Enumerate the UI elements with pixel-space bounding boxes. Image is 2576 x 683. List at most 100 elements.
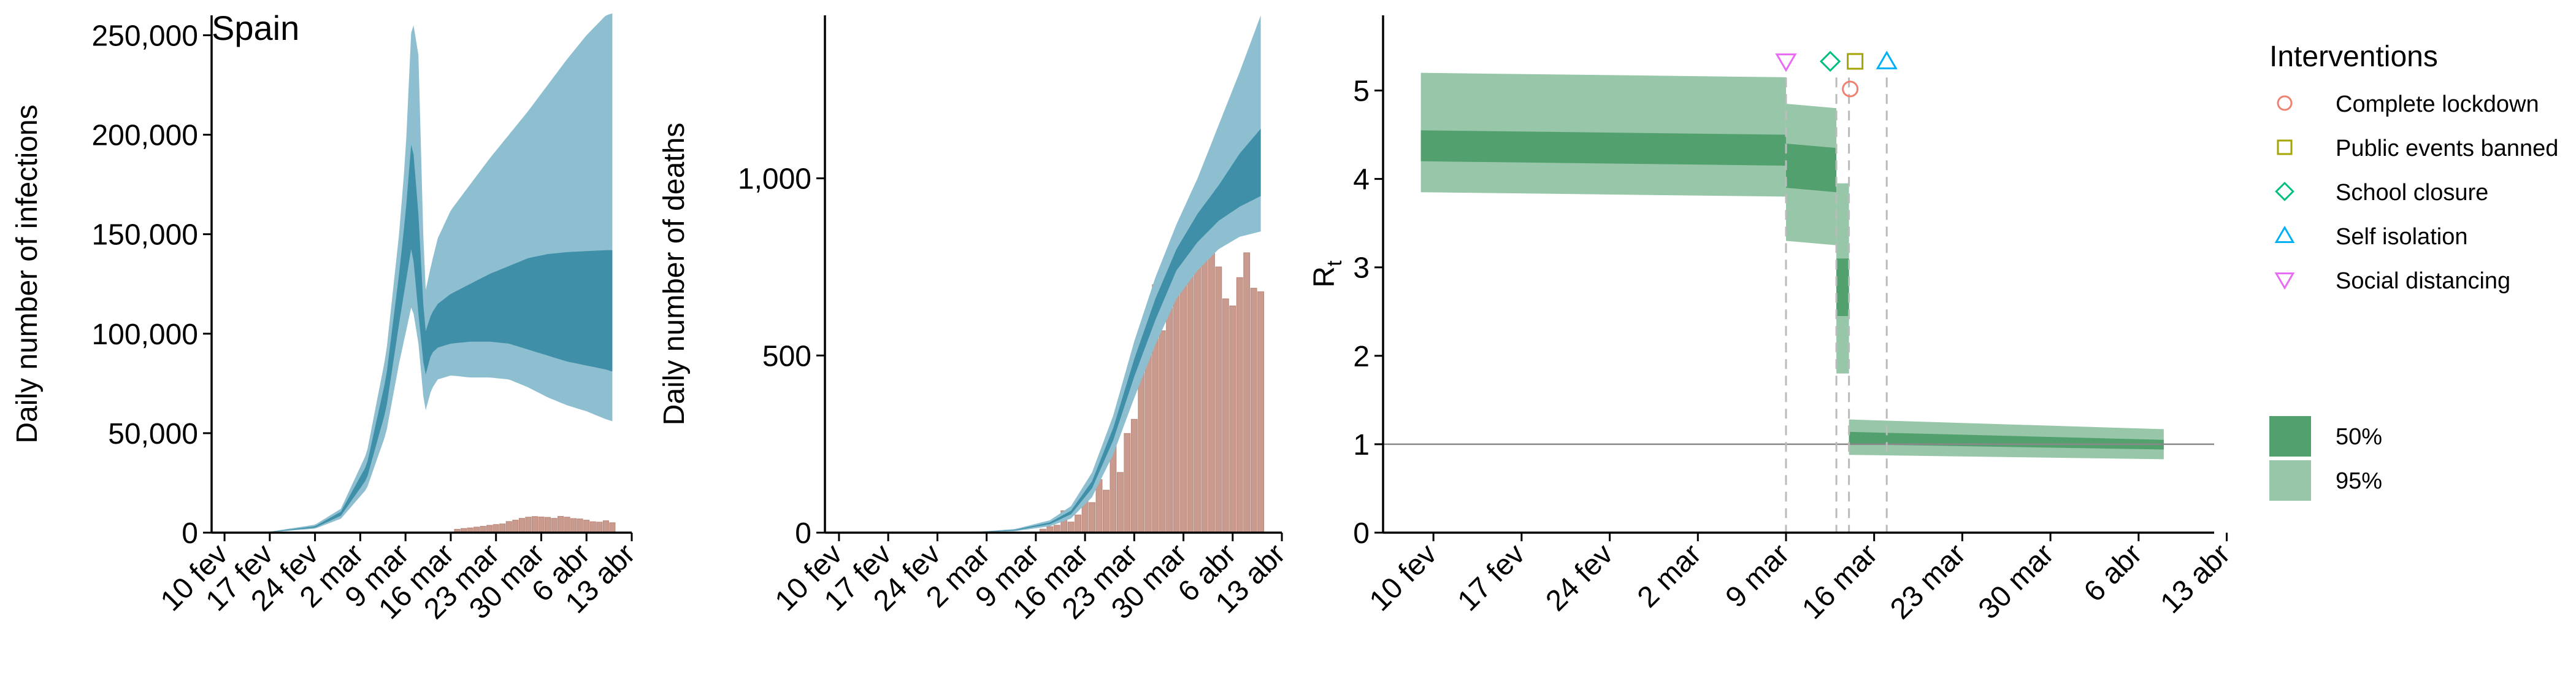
y-tick-label: 500 [762,340,811,372]
legend-item-label: Social distancing [2336,268,2510,294]
y-tick-label: 0 [182,517,198,550]
x-tick-label: 16 mar [1796,538,1884,625]
x-tick-label: 23 mar [1884,538,1972,625]
y-tick-label: 50,000 [108,418,198,450]
x-tick-label: 13 abr [2155,538,2237,620]
observed-bar [1194,231,1201,533]
intervention-marker-circle [1842,80,1859,98]
observed-bar [1089,502,1095,533]
observed-bar [1075,514,1082,533]
intervention-marker-diamond [1819,50,1841,72]
square-icon [2277,139,2293,155]
y-tick-label: 250,000 [91,20,198,52]
legend-band-label: 50% [2336,424,2382,450]
band-95 [838,15,1261,533]
observed-bar [1095,479,1103,533]
legend-title: Interventions [2269,41,2438,73]
observed-bar [583,520,590,533]
observed-bar [1187,245,1194,533]
x-tick-label: 17 fev [1452,538,1531,617]
chart-title: Spain [212,9,299,47]
circle-icon [2277,95,2293,111]
x-tick-label: 30 mar [1972,538,2060,625]
observed-bar [570,518,577,533]
observed-bar [1236,277,1243,533]
intervention-marker-square [1847,53,1864,70]
rt-panel: 0 1 2 3 4 5 10 fev 17 fev 24 fev 2 mar 9 mar 16 mar… [1308,15,2236,625]
legend-band-label: 95% [2336,468,2382,494]
y-tick-label: 200,000 [91,120,198,152]
y-tick-label: 100,000 [91,318,198,351]
legend-swatch-95 [2269,460,2311,501]
observed-bar [525,517,532,533]
observed-bar [518,518,525,533]
observed-bar [609,522,616,533]
y-axis-label: Daily number of infections [11,104,44,443]
observed-bar [564,517,570,533]
observed-bar [1053,525,1060,533]
y-tick-label: 150,000 [91,219,198,252]
y-tick-label: 1,000 [738,163,811,196]
triangle-up-icon [2274,225,2295,243]
legend-item-label: Self isolation [2336,224,2467,250]
observed-bar [1124,433,1131,533]
x-tick-label: 10 fev [1363,538,1443,617]
diamond-icon [2275,182,2294,201]
legend-item-label: Public events banned [2336,136,2558,161]
observed-bar [512,520,519,533]
intervention-marker-triangle-down [1775,53,1797,72]
x-tick-label: 6 abr [2078,538,2149,608]
rt-band-50-segment [1836,258,1849,316]
observed-bar [486,525,493,533]
intervention-marker-triangle-up [1876,50,1898,69]
observed-bar [1138,369,1145,533]
observed-bar [544,517,551,533]
y-axis-label: Rt [1308,260,1346,288]
observed-bar [1130,419,1138,533]
observed-bar [596,522,603,533]
rt-band-50-segment [1849,431,2164,450]
band-50 [224,144,613,533]
observed-bar [493,524,499,533]
observed-bar [1243,252,1251,533]
observed-bar [1067,522,1075,533]
observed-bar [1250,288,1257,533]
observed-bar [499,523,506,533]
observed-bar [1222,298,1229,533]
observed-bar [1229,305,1236,533]
observed-bar [1257,291,1265,533]
x-tick-label: 24 fev [1539,538,1619,617]
interventions-legend: Interventions Complete lockdown Public ev… [2269,41,2558,501]
observed-bar [602,520,609,533]
observed-bar [1116,472,1124,533]
y-tick-label: 5 [1353,75,1370,107]
y-tick-label: 3 [1353,252,1370,285]
y-axis-label-subscript: t [1323,260,1346,266]
observed-bar [551,518,558,533]
legend-swatch-50 [2269,416,2311,457]
legend-item-label: School closure [2336,180,2488,206]
y-tick-label: 1 [1353,429,1370,461]
rt-band-50-segment [1785,143,1837,193]
y-tick-label: 2 [1353,341,1370,373]
x-tick-label: 2 mar [1631,538,1708,614]
triangle-down-icon [2274,272,2295,290]
y-axis-label: Daily number of deaths [658,123,691,426]
observed-bar [1144,348,1152,533]
observed-bar [1103,490,1110,533]
observed-bar [505,521,512,533]
observed-bar [1208,245,1215,533]
observed-bar [1215,266,1222,533]
observed-bar [1159,330,1166,533]
y-tick-label: 4 [1353,164,1370,196]
observed-bar [558,515,564,533]
observed-bar [531,516,538,533]
rt-band-50-segment [1420,130,1786,166]
observed-bar [538,516,545,533]
x-tick-label: 9 mar [1720,538,1796,614]
observed-bar [577,519,583,533]
legend-item-label: Complete lockdown [2336,91,2539,117]
